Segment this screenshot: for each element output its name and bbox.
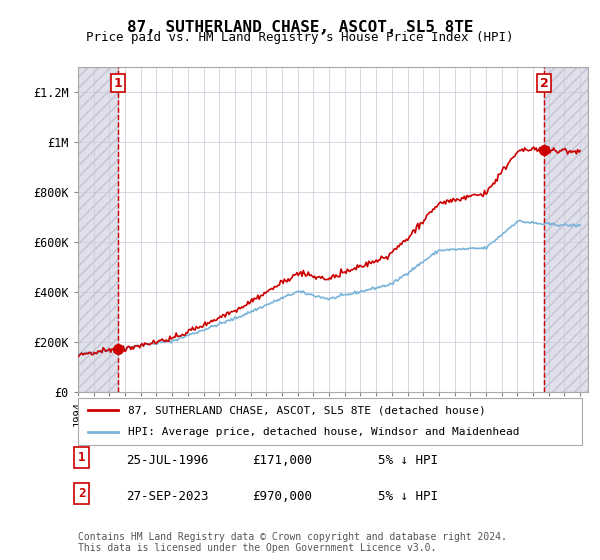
Text: 25-JUL-1996: 25-JUL-1996	[126, 454, 209, 466]
Text: HPI: Average price, detached house, Windsor and Maidenhead: HPI: Average price, detached house, Wind…	[128, 427, 520, 437]
Text: 87, SUTHERLAND CHASE, ASCOT, SL5 8TE: 87, SUTHERLAND CHASE, ASCOT, SL5 8TE	[127, 20, 473, 35]
Text: 5% ↓ HPI: 5% ↓ HPI	[378, 454, 438, 466]
Text: 87, SUTHERLAND CHASE, ASCOT, SL5 8TE (detached house): 87, SUTHERLAND CHASE, ASCOT, SL5 8TE (de…	[128, 405, 486, 416]
Text: 5% ↓ HPI: 5% ↓ HPI	[378, 490, 438, 503]
Text: £171,000: £171,000	[252, 454, 312, 466]
Text: £970,000: £970,000	[252, 490, 312, 503]
Bar	[78, 67, 118, 392]
Text: 2: 2	[78, 487, 86, 500]
Bar	[544, 67, 588, 392]
Bar	[78, 67, 118, 392]
Text: Price paid vs. HM Land Registry's House Price Index (HPI): Price paid vs. HM Land Registry's House …	[86, 31, 514, 44]
Text: Contains HM Land Registry data © Crown copyright and database right 2024.
This d: Contains HM Land Registry data © Crown c…	[78, 531, 507, 553]
Text: 27-SEP-2023: 27-SEP-2023	[126, 490, 209, 503]
Bar	[118, 67, 544, 392]
Text: 1: 1	[78, 451, 86, 464]
Bar	[544, 67, 588, 392]
Text: 1: 1	[113, 77, 122, 90]
Text: 2: 2	[540, 77, 548, 90]
